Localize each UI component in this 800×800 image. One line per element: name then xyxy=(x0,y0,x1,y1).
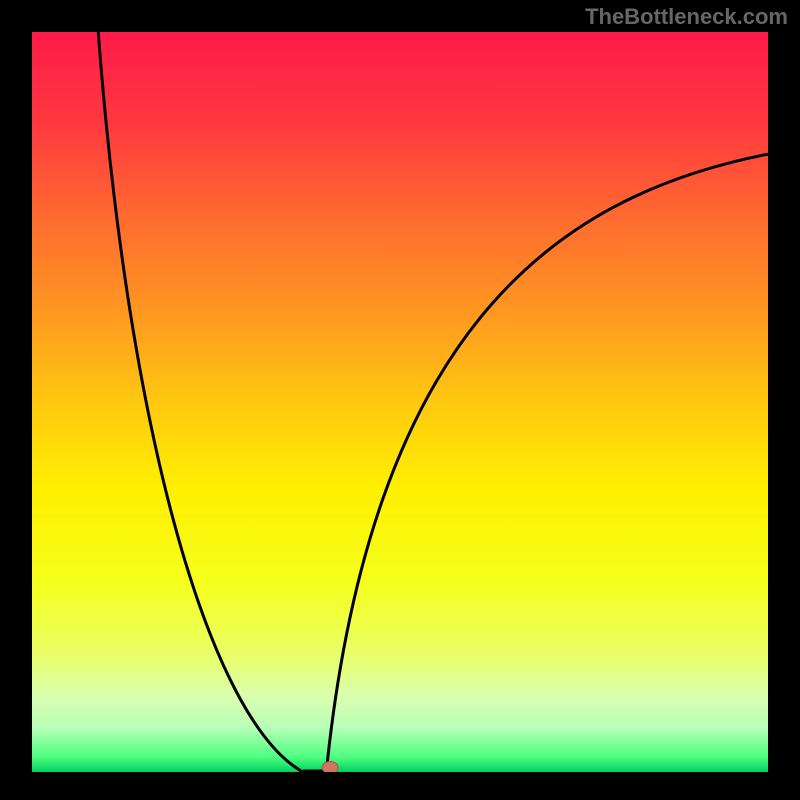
watermark-text: TheBottleneck.com xyxy=(585,4,788,30)
gradient-background xyxy=(32,32,768,772)
chart-container: TheBottleneck.com xyxy=(0,0,800,800)
plot-svg xyxy=(32,32,768,772)
plot-area xyxy=(32,32,768,772)
minimum-marker xyxy=(322,762,338,772)
